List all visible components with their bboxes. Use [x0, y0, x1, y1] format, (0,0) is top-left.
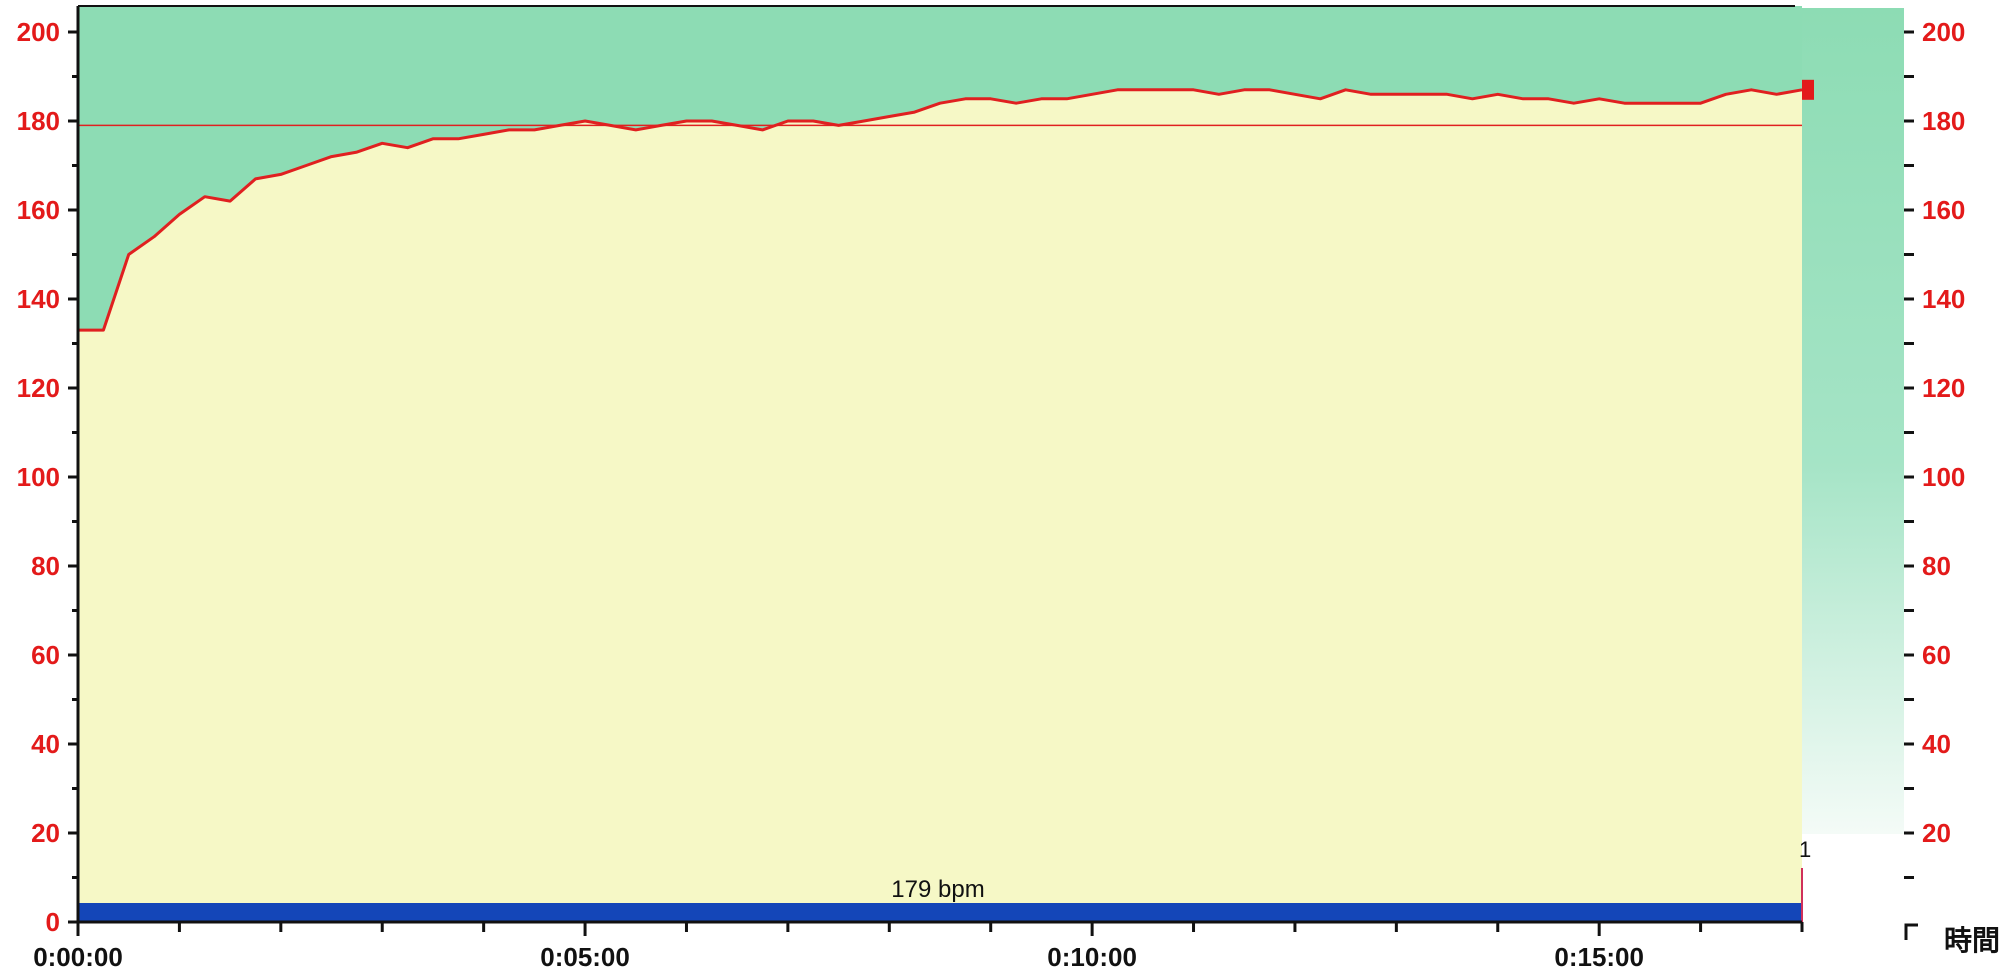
heart-rate-area	[78, 89, 1802, 923]
right-tick-label: 80	[1922, 551, 1951, 581]
x-axis-label-bracket	[1904, 923, 1918, 940]
right-panel-marker-label: 1	[1799, 837, 1811, 862]
left-tick-label: 20	[31, 818, 60, 848]
right-tick-label: 200	[1922, 17, 1965, 47]
left-tick-label: 140	[17, 284, 60, 314]
series-end-marker	[1802, 79, 1814, 100]
left-tick-label: 60	[31, 640, 60, 670]
right-tick-label: 40	[1922, 729, 1951, 759]
baseline-bar	[78, 903, 1802, 921]
x-axis-label: 時間	[1944, 925, 2000, 956]
x-tick-label: 0:15:00	[1554, 942, 1644, 972]
heart-rate-line	[78, 88, 1803, 332]
left-tick-label: 160	[17, 195, 60, 225]
left-tick-label: 100	[17, 462, 60, 492]
left-tick-label: 0	[46, 907, 60, 937]
x-tick-label: 0:10:00	[1047, 942, 1137, 972]
right-tick-label: 20	[1922, 818, 1951, 848]
x-tick-label: 0:00:00	[33, 942, 123, 972]
right-tick-label: 100	[1922, 462, 1965, 492]
right-tick-label: 120	[1922, 373, 1965, 403]
left-tick-label: 40	[31, 729, 60, 759]
left-tick-label: 200	[17, 17, 60, 47]
right-tick-label: 60	[1922, 640, 1951, 670]
left-y-ticks: 0 20 40 60 80 100 120 140 160 180 200	[17, 17, 78, 937]
left-tick-label: 80	[31, 551, 60, 581]
right-panel-background	[1802, 8, 1904, 834]
x-tick-label: 0:05:00	[540, 942, 630, 972]
reference-line-label: 179 bpm	[891, 876, 984, 903]
left-tick-label: 180	[17, 106, 60, 136]
right-tick-label: 140	[1922, 284, 1965, 314]
x-ticks: 0:00:00 0:05:00 0:10:00 0:15:00	[33, 922, 1804, 972]
right-tick-label: 160	[1922, 195, 1965, 225]
right-tick-label: 180	[1922, 106, 1965, 136]
left-tick-label: 120	[17, 373, 60, 403]
right-y-ticks: 20 40 60 80 100 120 140 160 180 200	[1904, 17, 1965, 879]
